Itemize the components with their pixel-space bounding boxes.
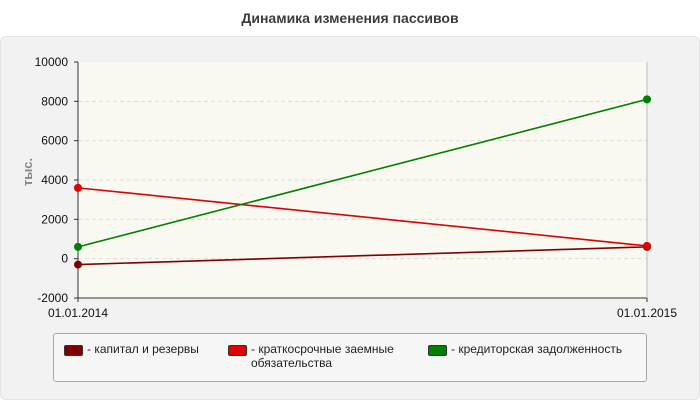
y-tick-label: 2000 (41, 212, 68, 226)
x-tick-label: 01.01.2015 (617, 306, 677, 320)
y-axis-label: тыс. (20, 158, 35, 186)
legend-item-capital[interactable]: - капитал и резервы (64, 342, 199, 356)
legend-swatch (428, 345, 447, 356)
y-tick-label: -2000 (37, 291, 68, 305)
legend-label: - кредиторская задолженность (451, 342, 623, 356)
x-tick-label: 01.01.2014 (48, 306, 108, 320)
legend-label: - краткосрочные заемные обязательства (251, 342, 394, 370)
y-tick-label: 6000 (41, 134, 68, 148)
data-point (74, 242, 82, 251)
y-tick-label: 8000 (41, 94, 68, 108)
y-tick-label: 4000 (41, 173, 68, 187)
legend-swatch (228, 345, 247, 356)
data-point (643, 241, 651, 250)
series-line (77, 187, 648, 247)
y-tick-label: 10000 (35, 55, 69, 69)
series-line (77, 246, 648, 266)
legend-item-accounts-payable[interactable]: - кредиторская задолженность (428, 342, 622, 356)
chart-title: Динамика изменения пассивов (241, 10, 459, 26)
data-point (74, 260, 82, 269)
legend-swatch (64, 345, 83, 356)
legend-item-short-term-loans[interactable]: - краткосрочные заемные обязательства (228, 342, 431, 370)
legend: - капитал и резервы - краткосрочные заем… (53, 333, 647, 382)
series-line (77, 98, 648, 248)
legend-label: - капитал и резервы (87, 342, 199, 356)
data-point (74, 183, 82, 192)
y-tick-label: 0 (61, 252, 68, 266)
data-point (643, 95, 651, 104)
